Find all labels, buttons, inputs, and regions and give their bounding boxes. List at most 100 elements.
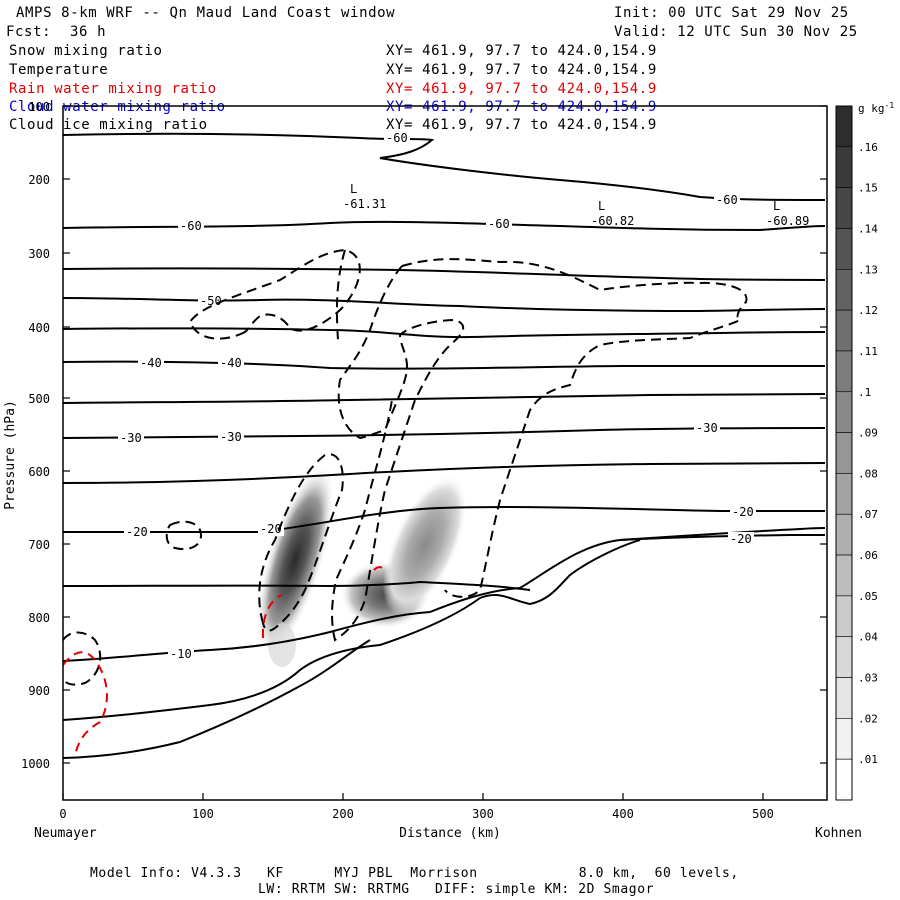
colorbar-label: .04 <box>858 631 878 644</box>
model-info-line2: LW: RRTM SW: RRTMG DIFF: simple KM: 2D S… <box>258 882 655 897</box>
colorbar-label: .07 <box>858 508 878 521</box>
low-mark-2: L <box>598 199 605 213</box>
legend-name-temperature: Temperature <box>9 62 109 78</box>
legend-name-cloud-ice: Cloud ice mixing ratio <box>9 117 208 133</box>
init-time: Init: 00 UTC Sat 29 Nov 25 <box>614 5 849 21</box>
temp-label: -20 <box>126 525 148 539</box>
temperature-labels: -60 -60 -60 -60 -50 -40 -40 -30 -30 -30 … <box>118 131 756 661</box>
x-tick-label: 200 <box>332 807 354 821</box>
temp-label: -60 <box>386 131 408 145</box>
temp-label: -20 <box>260 522 282 536</box>
legend-coords-cloud-water: XY= 461.9, 97.7 to 424.0,154.9 <box>386 99 657 115</box>
colorbar-cell <box>835 187 853 229</box>
colorbar-cell <box>835 309 853 352</box>
x-tick-labels: 0 100 200 300 400 500 <box>59 807 773 821</box>
legend-coords-snow: XY= 461.9, 97.7 to 424.0,154.9 <box>386 43 657 59</box>
x-tick-label: 400 <box>612 807 634 821</box>
colorbar-cell <box>835 146 853 188</box>
model-info-line1: Model Info: V4.3.3 KF MYJ PBL Morrison 8… <box>90 866 739 881</box>
x-tick-label: 300 <box>472 807 494 821</box>
snow-max-1 <box>255 464 335 656</box>
y-tick-labels: 100 200 300 400 500 600 700 800 900 1000 <box>21 100 50 771</box>
low-value-3: -60.89 <box>766 214 809 228</box>
legend-coords-temperature: XY= 461.9, 97.7 to 424.0,154.9 <box>386 62 657 78</box>
legend-name-cloud-water: Cloud water mixing ratio <box>9 99 226 115</box>
y-tick-label: 800 <box>28 611 50 625</box>
colorbar-label: .09 <box>858 427 878 440</box>
chart-title: AMPS 8-km WRF -- Qn Maud Land Coast wind… <box>16 5 396 21</box>
colorbar-label: .1 <box>858 386 871 399</box>
low-markers: L -61.31 L -60.82 L -60.89 <box>343 182 809 228</box>
low-mark-3: L <box>773 199 780 213</box>
colorbar-label: .05 <box>858 590 878 603</box>
x-tick-label: 500 <box>752 807 774 821</box>
colorbar-cell <box>835 677 853 719</box>
temp-label: -30 <box>120 431 142 445</box>
colorbar-label: .15 <box>858 182 878 195</box>
forecast-value: 36 h <box>70 24 107 40</box>
y-tick-label: 900 <box>28 684 50 698</box>
valid-time: Valid: 12 UTC Sun 30 Nov 25 <box>614 24 858 40</box>
rain-water-contours <box>63 566 387 756</box>
colorbar-label: .06 <box>858 549 878 562</box>
colorbar-cell <box>835 268 853 311</box>
colorbar-label: .14 <box>858 222 878 235</box>
colorbar-cell <box>835 595 853 638</box>
forecast-label: Fcst: <box>6 24 52 40</box>
y-ticks <box>63 105 827 764</box>
colorbar-cell <box>835 391 853 433</box>
y-tick-label: 700 <box>28 538 50 552</box>
temp-label: -30 <box>220 430 242 444</box>
colorbar-cell <box>835 432 853 474</box>
y-tick-label: 400 <box>28 321 50 335</box>
temp-label: -50 <box>200 294 222 308</box>
colorbar-label: .08 <box>858 467 878 480</box>
cloud-ice-contours <box>63 248 748 686</box>
temp-label: -20 <box>732 505 754 519</box>
x-ticks <box>62 793 764 800</box>
y-tick-label: 300 <box>28 247 50 261</box>
low-mark-1: L <box>350 182 357 196</box>
y-axis-label: Pressure (hPa) <box>3 400 18 510</box>
temp-label: -20 <box>730 532 752 546</box>
colorbar-label: .11 <box>858 345 878 358</box>
colorbar-frame <box>835 105 853 801</box>
colorbar-unit: g kg-1 <box>858 101 894 115</box>
left-endpoint-label: Neumayer <box>34 826 97 841</box>
legend-name-snow: Snow mixing ratio <box>9 43 163 59</box>
y-tick-label: 600 <box>28 465 50 479</box>
colorbar-label: .02 <box>858 712 878 725</box>
snow-shading <box>255 464 468 667</box>
colorbar-label: .03 <box>858 672 878 685</box>
colorbar-label: .13 <box>858 263 878 276</box>
colorbar-label: .16 <box>858 141 878 154</box>
temp-label: -30 <box>696 421 718 435</box>
colorbar-cell <box>835 636 853 678</box>
y-tick-label: 1000 <box>21 757 50 771</box>
legend-coords-rain: XY= 461.9, 97.7 to 424.0,154.9 <box>386 81 657 97</box>
legend-name-rain: Rain water mixing ratio <box>9 81 217 97</box>
right-endpoint-label: Kohnen <box>815 826 862 841</box>
colorbar-label: .01 <box>858 753 878 766</box>
temp-label: -40 <box>140 356 162 370</box>
colorbar-cell <box>835 513 853 556</box>
colorbar-cell <box>835 473 853 515</box>
temp-label: -60 <box>180 219 202 233</box>
colorbar-cell <box>835 758 853 801</box>
colorbar-cell <box>835 105 853 148</box>
y-tick-label: 200 <box>28 173 50 187</box>
colorbar-cell <box>835 350 853 393</box>
temp-label: -10 <box>170 647 192 661</box>
plot-frame <box>62 105 828 801</box>
snow-max-3 <box>382 475 468 615</box>
x-axis-label: Distance (km) <box>399 826 501 841</box>
y-tick-label: 100 <box>28 100 50 114</box>
colorbar-label: .12 <box>858 304 878 317</box>
low-value-2: -60.82 <box>591 214 634 228</box>
y-tick-label: 500 <box>28 392 50 406</box>
temp-label: -60 <box>716 193 738 207</box>
temperature-contours <box>63 132 826 759</box>
colorbar-cell <box>835 554 853 597</box>
x-tick-label: 0 <box>59 807 66 821</box>
legend-coords-cloud-ice: XY= 461.9, 97.7 to 424.0,154.9 <box>386 117 657 133</box>
